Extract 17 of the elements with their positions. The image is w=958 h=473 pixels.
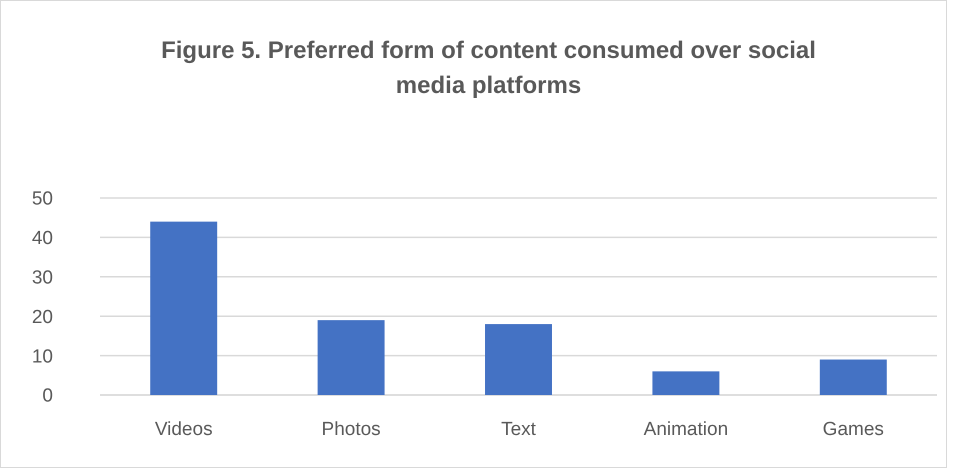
y-tick-label: 10	[32, 346, 53, 368]
y-tick-label: 30	[32, 267, 53, 288]
x-tick-label: Videos	[154, 419, 213, 440]
y-tick-label: 0	[42, 386, 53, 407]
x-tick-label: Text	[501, 419, 537, 440]
x-tick-label: Photos	[322, 419, 381, 440]
bar	[652, 371, 720, 395]
x-tick-label: Games	[822, 419, 884, 440]
bar	[820, 360, 887, 395]
bar	[318, 320, 385, 395]
y-tick-label: 20	[32, 306, 53, 328]
bar	[150, 222, 218, 395]
chart-title: Figure 5. Preferred form of content consumed over social media platforms	[161, 37, 816, 99]
y-tick-label: 40	[32, 228, 53, 250]
y-tick-label: 50	[32, 188, 53, 210]
x-tick-label: Animation	[644, 419, 728, 440]
bar	[485, 324, 552, 395]
